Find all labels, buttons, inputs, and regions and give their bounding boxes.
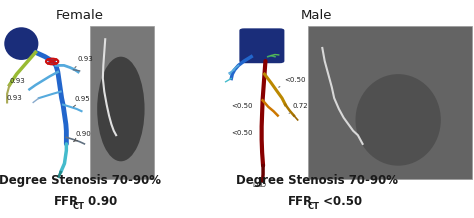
Ellipse shape xyxy=(97,57,145,161)
Text: LAD: LAD xyxy=(253,182,267,189)
FancyBboxPatch shape xyxy=(239,28,284,63)
Text: 0.90: 0.90 xyxy=(84,195,117,208)
Text: <0.50: <0.50 xyxy=(319,195,362,208)
Text: 0.72: 0.72 xyxy=(289,103,309,113)
Bar xyxy=(90,26,154,179)
Text: <0.50: <0.50 xyxy=(231,103,252,109)
Ellipse shape xyxy=(356,74,441,166)
Ellipse shape xyxy=(4,27,38,60)
Bar xyxy=(308,26,472,179)
Text: 0.93: 0.93 xyxy=(7,95,22,101)
Text: 0.93: 0.93 xyxy=(75,56,93,68)
Text: Degree Stenosis 70-90%: Degree Stenosis 70-90% xyxy=(0,174,161,187)
Text: FFR: FFR xyxy=(288,195,313,208)
Text: 0.93: 0.93 xyxy=(9,78,25,84)
Text: <0.50: <0.50 xyxy=(231,130,252,136)
Text: Male: Male xyxy=(301,9,332,22)
Text: <0.50: <0.50 xyxy=(279,77,306,87)
Text: FFR: FFR xyxy=(54,195,79,208)
Text: Female: Female xyxy=(55,9,104,22)
Text: CT: CT xyxy=(73,202,84,211)
Text: Degree Stenosis 70-90%: Degree Stenosis 70-90% xyxy=(236,174,398,187)
Text: 0.95: 0.95 xyxy=(73,96,91,107)
Text: CT: CT xyxy=(307,202,319,211)
Text: 0.90: 0.90 xyxy=(73,131,91,142)
